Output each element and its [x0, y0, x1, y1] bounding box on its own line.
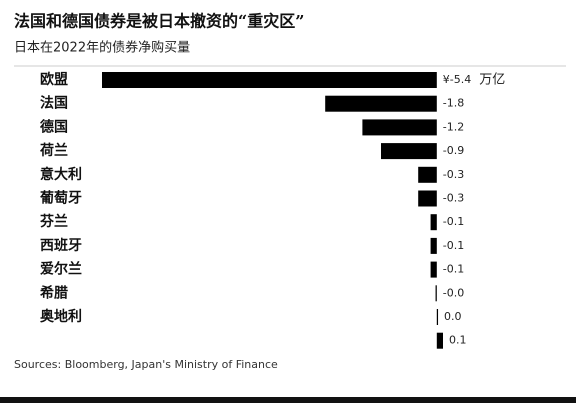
chart-title: 法国和德国债券是被日本撤资的“重灾区” — [14, 12, 304, 31]
category-label: 奥地利 — [40, 308, 82, 325]
category-label: 西班牙 — [40, 237, 82, 254]
value-label: -0.1 — [443, 263, 464, 276]
bar — [418, 190, 437, 207]
value-label: -0.9 — [443, 144, 464, 157]
category-label: 芬兰 — [39, 213, 68, 230]
category-label: 葡萄牙 — [39, 190, 82, 207]
category-label: 希腊 — [40, 284, 68, 301]
category-label: 法国 — [40, 95, 68, 112]
bar — [362, 119, 437, 136]
category-label: 意大利 — [40, 166, 82, 183]
value-label: -0.1 — [443, 239, 464, 252]
chart-subtitle: 日本在2022年的债券净购买量 — [14, 40, 190, 56]
bar — [436, 309, 439, 325]
bar — [430, 237, 437, 254]
value-label: -0.3 — [443, 192, 464, 205]
source: Sources: Bloomberg, Japan's Ministry of … — [14, 358, 278, 371]
bar — [325, 95, 437, 112]
unit-label: 万亿 — [479, 73, 505, 88]
value-label: -0.0 — [443, 286, 464, 299]
bottom-rule — [0, 397, 576, 403]
category-label: 欧盟 — [40, 71, 68, 88]
value-label: -0.3 — [443, 168, 464, 181]
category-label: 爱尔兰 — [40, 261, 82, 278]
bar — [436, 332, 443, 349]
value-label: -1.8 — [443, 97, 464, 110]
value-label: 0.1 — [449, 334, 467, 347]
value-label: -1.2 — [443, 120, 464, 133]
bar — [430, 214, 437, 231]
bar — [435, 285, 437, 302]
bar — [430, 261, 437, 278]
category-label: 德国 — [40, 118, 68, 135]
value-label: -0.1 — [443, 215, 464, 228]
category-label: 荷兰 — [39, 142, 68, 159]
bar — [418, 166, 437, 183]
bar — [102, 72, 437, 88]
bar — [381, 143, 437, 160]
value-label: 0.0 — [444, 310, 462, 323]
value-label: ¥-5.4 — [443, 73, 471, 86]
